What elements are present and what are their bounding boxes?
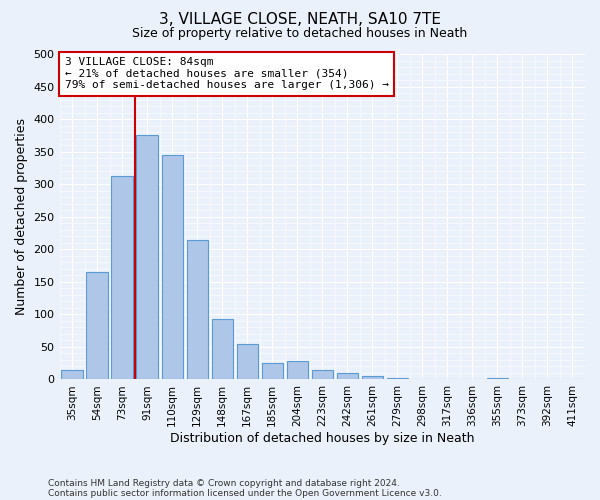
Bar (136, 136, 158, 380)
Y-axis label: Number of detached properties: Number of detached properties (15, 118, 28, 315)
Text: Contains public sector information licensed under the Open Government Licence v3: Contains public sector information licen… (48, 488, 442, 498)
Bar (512, 379, 533, 380)
Bar (311, 370, 333, 380)
Bar (487, 378, 508, 380)
Bar (387, 378, 408, 380)
Bar (86, 272, 108, 380)
Bar (262, 363, 283, 380)
Bar (412, 379, 433, 380)
Bar (337, 373, 358, 380)
Text: Size of property relative to detached houses in Neath: Size of property relative to detached ho… (133, 28, 467, 40)
Bar (362, 376, 383, 380)
Bar (161, 155, 183, 380)
Bar (437, 379, 458, 380)
X-axis label: Distribution of detached houses by size in Neath: Distribution of detached houses by size … (170, 432, 475, 445)
Bar (562, 379, 583, 380)
Bar (61, 370, 83, 380)
Text: Contains HM Land Registry data © Crown copyright and database right 2024.: Contains HM Land Registry data © Crown c… (48, 478, 400, 488)
Bar (187, 240, 208, 380)
Bar (212, 319, 233, 380)
Bar (112, 176, 133, 380)
Bar (236, 344, 258, 380)
Text: 3, VILLAGE CLOSE, NEATH, SA10 7TE: 3, VILLAGE CLOSE, NEATH, SA10 7TE (159, 12, 441, 28)
Text: 3 VILLAGE CLOSE: 84sqm
← 21% of detached houses are smaller (354)
79% of semi-de: 3 VILLAGE CLOSE: 84sqm ← 21% of detached… (65, 58, 389, 90)
Bar (287, 360, 308, 380)
